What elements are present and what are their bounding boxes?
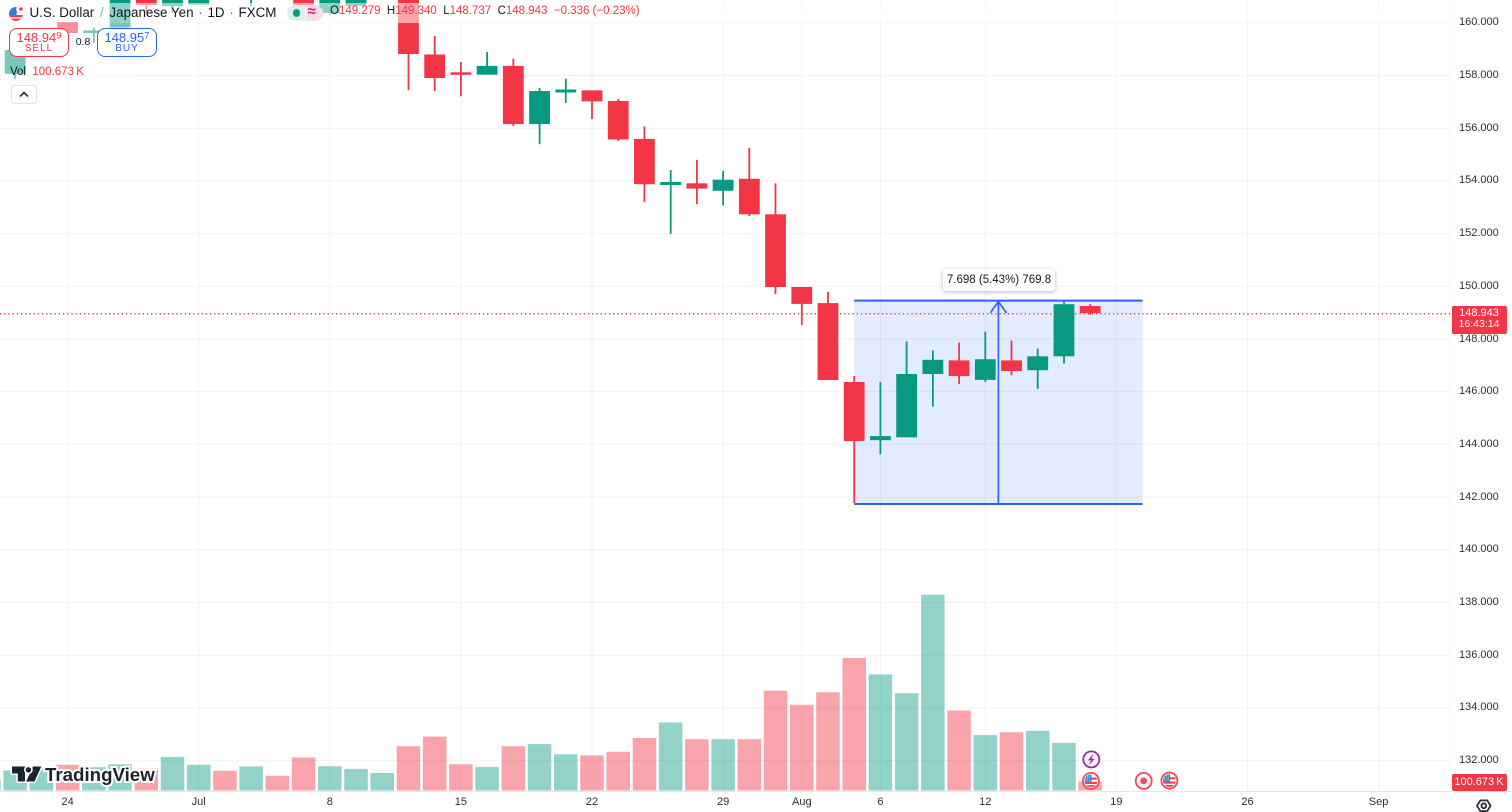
svg-text:TradingView: TradingView (45, 764, 155, 785)
